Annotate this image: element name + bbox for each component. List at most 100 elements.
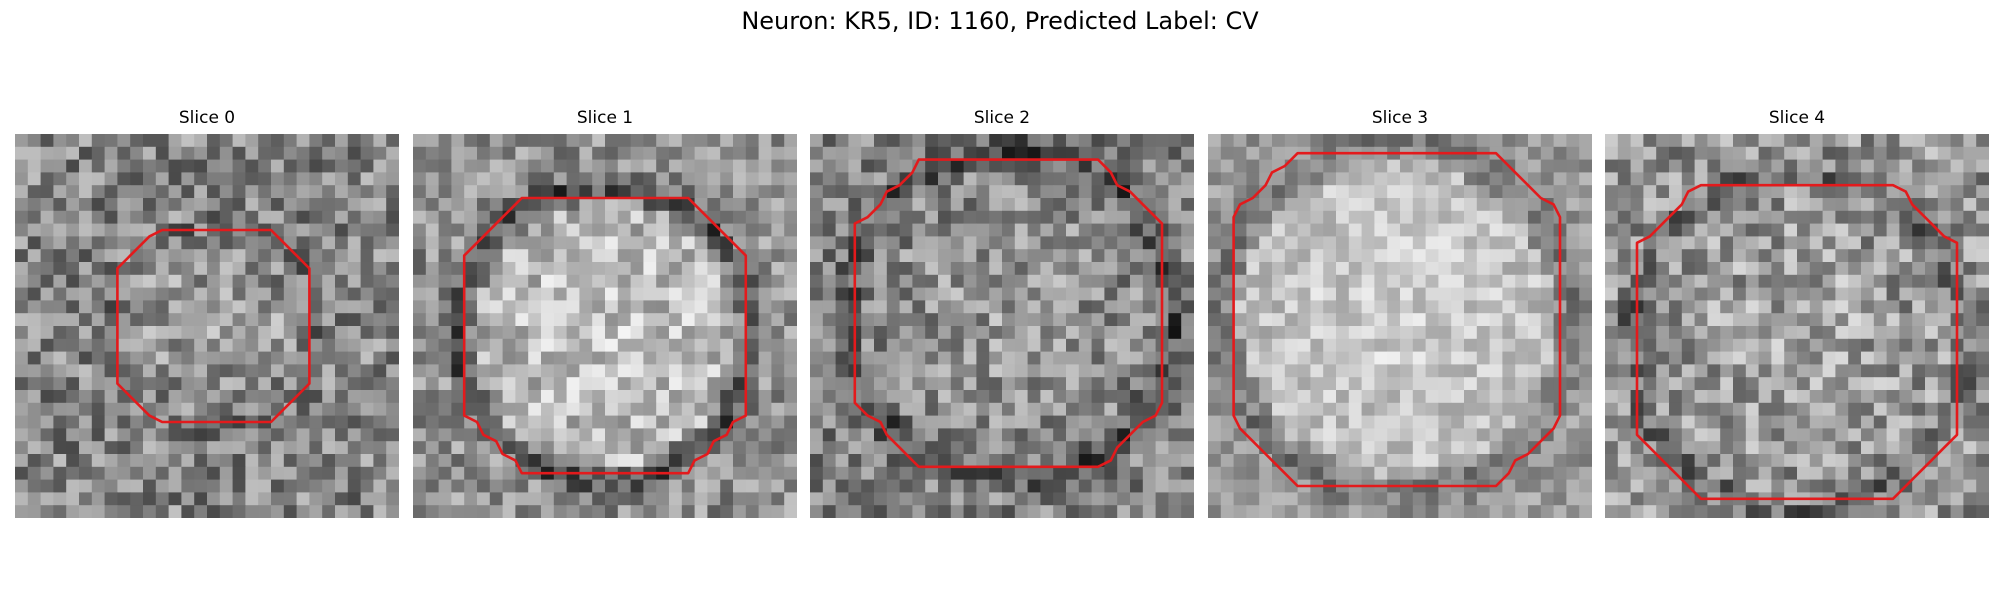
image-pixel [1771,479,1785,493]
image-pixel [1451,351,1465,365]
image-pixel [194,185,208,199]
image-pixel [1925,492,1939,506]
image-pixel [1220,454,1234,468]
image-pixel [15,402,29,416]
image-pixel [1438,505,1452,518]
image-pixel [1758,402,1772,416]
image-pixel [1053,210,1067,224]
image-pixel [1630,441,1644,455]
image-pixel [1848,146,1862,160]
image-pixel [1310,313,1324,327]
image-pixel [1066,479,1080,493]
image-pixel [1451,454,1465,468]
image-pixel [66,287,80,301]
image-pixel [1963,351,1977,365]
image-pixel [117,185,131,199]
image-pixel [117,364,131,378]
image-pixel [66,466,80,480]
image-pixel [168,159,182,173]
image-pixel [1835,185,1849,199]
image-pixel [1361,313,1375,327]
image-pixel [1246,402,1260,416]
image-pixel [784,223,797,237]
image-pixel [1027,134,1041,148]
image-pixel [1579,287,1592,301]
image-pixel [976,402,990,416]
image-pixel [451,287,465,301]
image-pixel [1822,223,1836,237]
image-pixel [1566,172,1580,186]
image-pixel [720,287,734,301]
image-pixel [822,223,836,237]
image-pixel [1284,210,1298,224]
image-pixel [451,402,465,416]
image-pixel [104,492,118,506]
image-pixel [1528,454,1542,468]
image-pixel [1387,377,1401,391]
image-pixel [1745,249,1759,263]
image-pixel [1476,377,1490,391]
image-pixel [66,505,80,518]
image-pixel [1925,351,1939,365]
image-pixel [1208,428,1222,442]
image-pixel [1476,505,1490,518]
image-pixel [438,313,452,327]
image-pixel [1014,492,1028,506]
roi-contour [1232,151,1562,488]
image-pixel [656,313,670,327]
image-pixel [1861,313,1875,327]
image-pixel [861,364,875,378]
image-pixel [1078,300,1092,314]
image-pixel [438,159,452,173]
image-pixel [489,479,503,493]
image-pixel [1400,300,1414,314]
image-pixel [489,172,503,186]
image-pixel [130,210,144,224]
image-pixel [1348,236,1362,250]
image-pixel [1284,505,1298,518]
image-pixel [1694,287,1708,301]
image-pixel [874,274,888,288]
image-pixel [283,198,297,212]
image-pixel [822,172,836,186]
image-pixel [489,198,503,212]
image-pixel [1142,300,1156,314]
image-pixel [207,428,221,442]
image-pixel [1027,146,1041,160]
roi-contour [116,228,311,424]
image-pixel [861,466,875,480]
image-pixel [1336,454,1350,468]
image-pixel [1681,236,1695,250]
image-pixel [1771,454,1785,468]
image-pixel [1886,415,1900,429]
image-pixel [1155,466,1169,480]
image-pixel [745,377,759,391]
image-pixel [283,441,297,455]
image-pixel [489,134,503,148]
image-pixel [566,172,580,186]
image-pixel [91,351,105,365]
image-pixel [347,146,361,160]
image-pixel [1886,198,1900,212]
image-pixel [232,146,246,160]
image-pixel [1694,274,1708,288]
image-pixel [630,300,644,314]
image-pixel [1014,428,1028,442]
image-pixel [784,198,797,212]
image-pixel [1438,338,1452,352]
image-pixel [848,415,862,429]
image-pixel [1027,466,1041,480]
image-pixel [1464,428,1478,442]
image-pixel [643,351,657,365]
image-pixel [1297,249,1311,263]
image-pixel [1720,479,1734,493]
image-pixel [15,351,29,365]
image-pixel [707,466,721,480]
image-pixel [1579,185,1592,199]
image-pixel [566,236,580,250]
image-pixel [1656,198,1670,212]
image-pixel [553,185,567,199]
image-pixel [1464,377,1478,391]
image-pixel [1579,313,1592,327]
image-pixel [1502,377,1516,391]
